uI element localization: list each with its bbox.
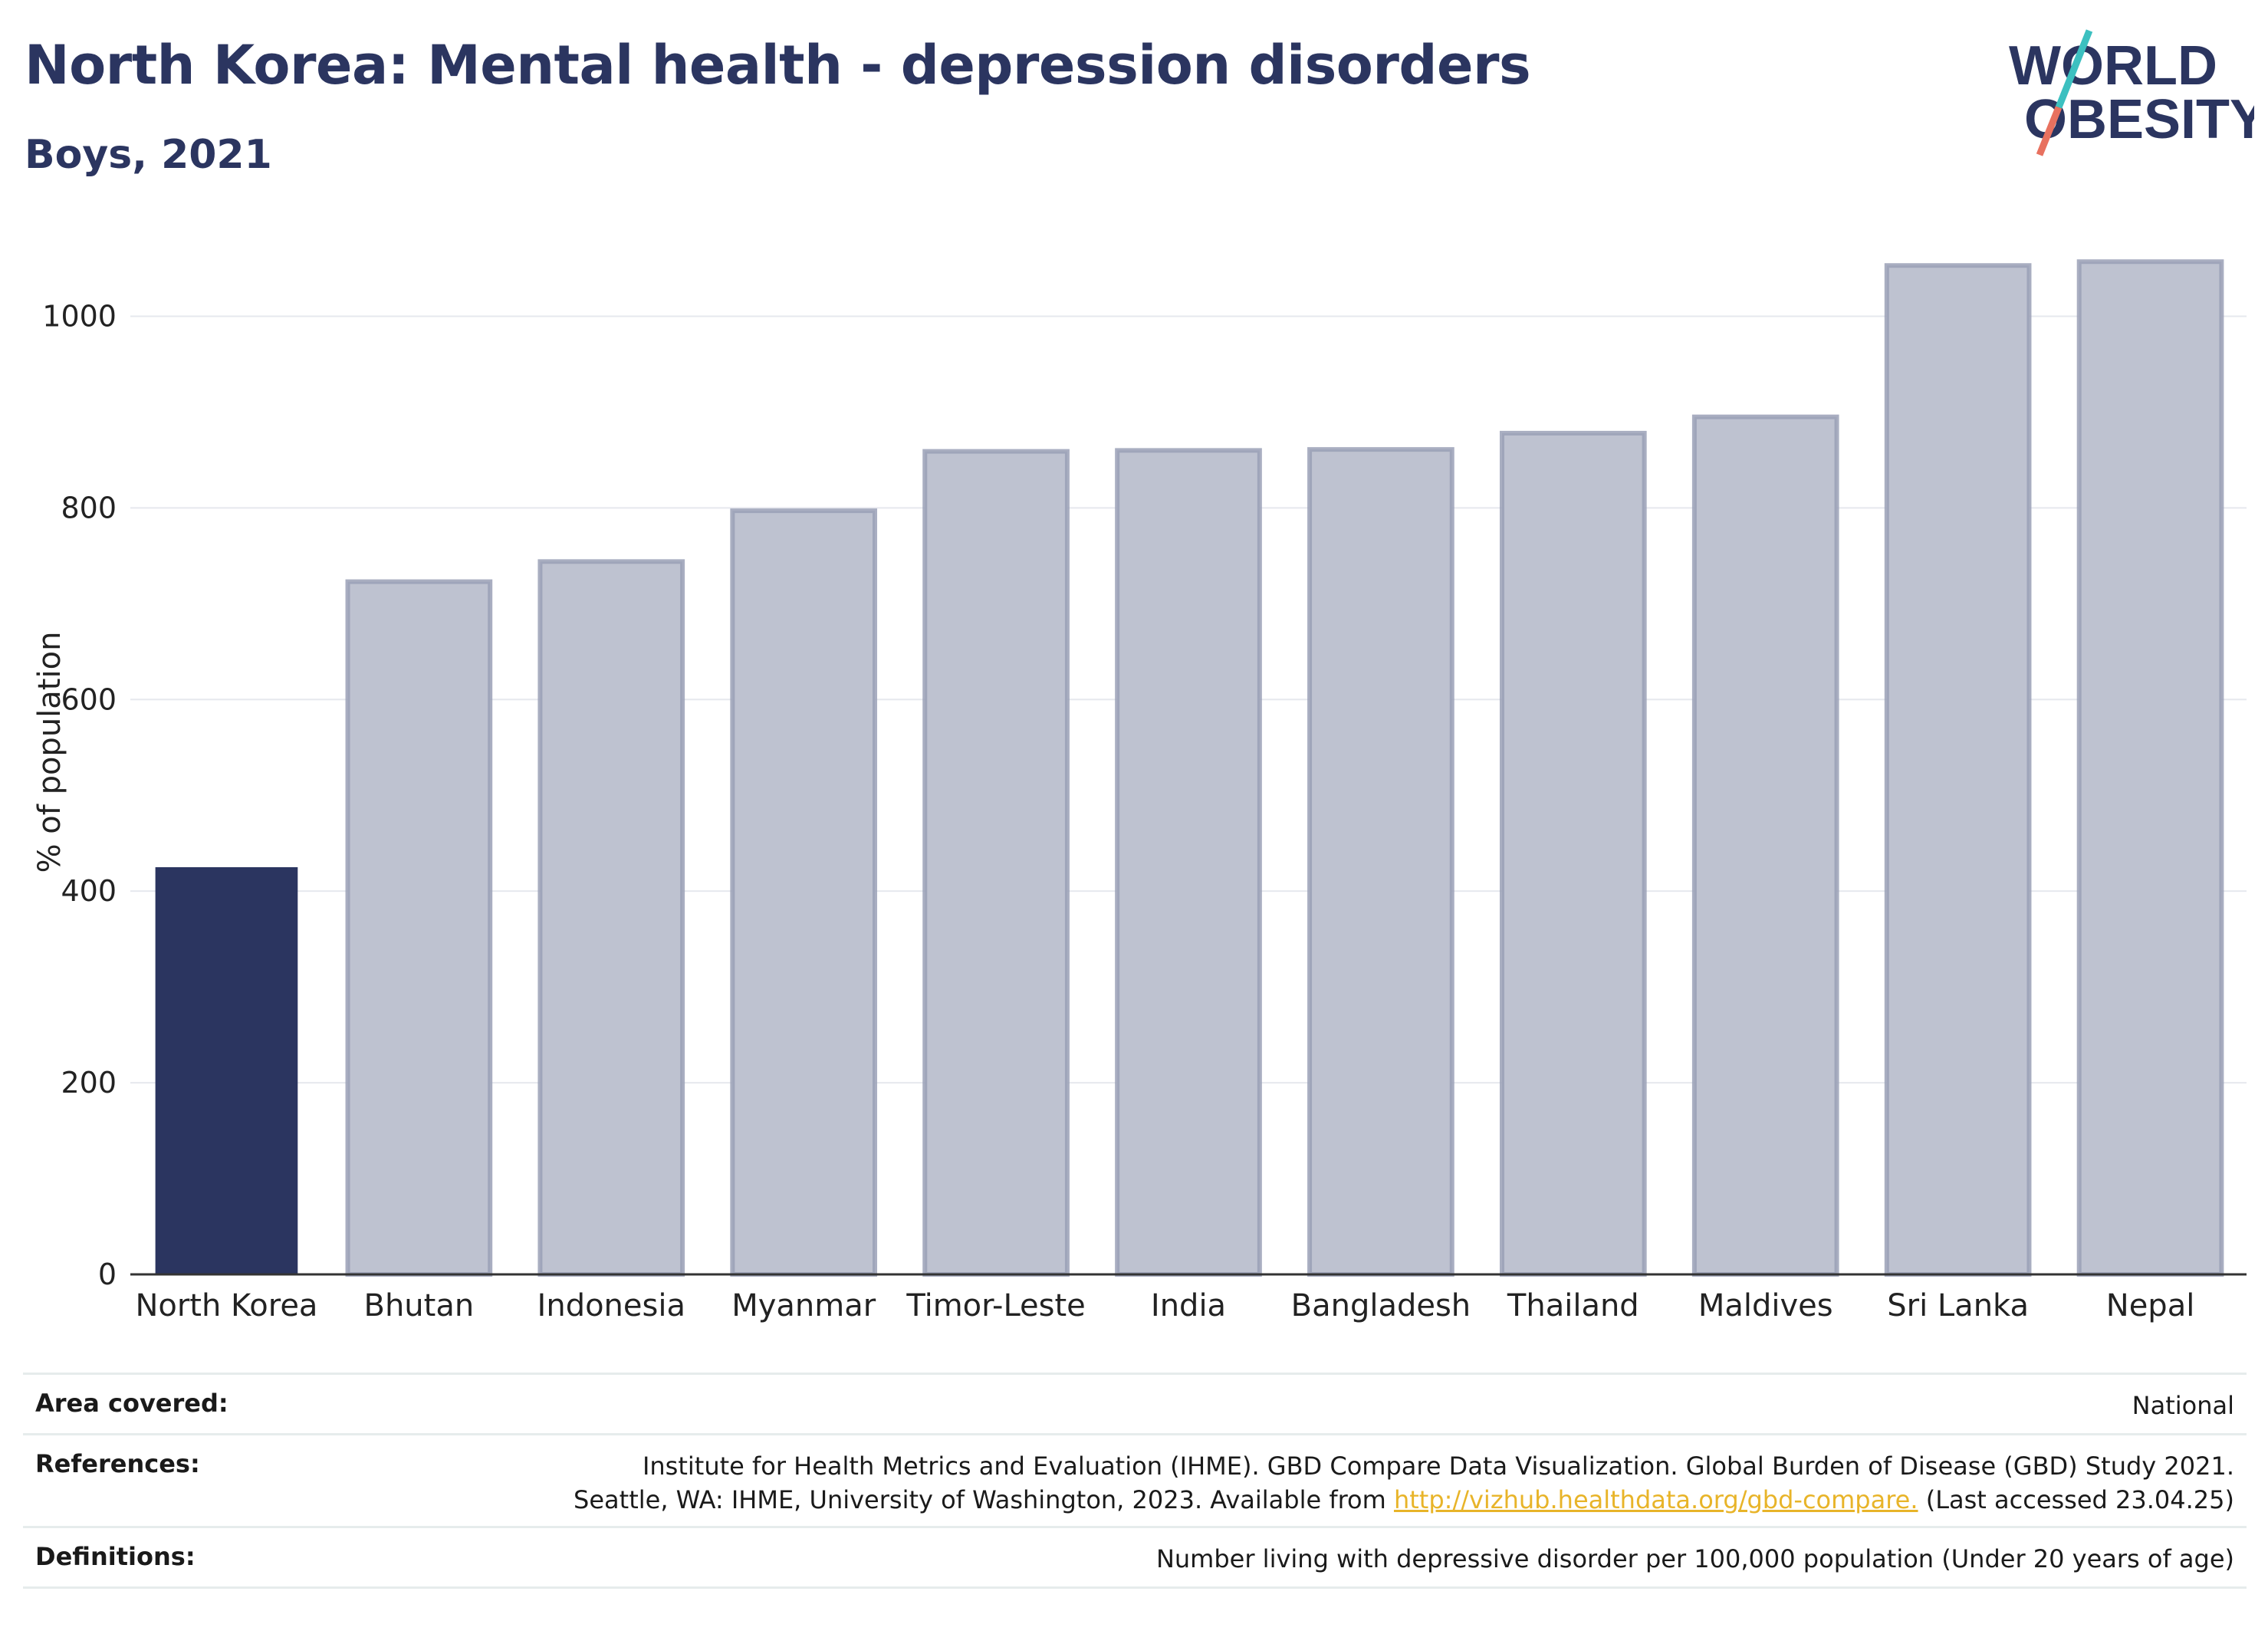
x-tick-label: Maldives: [1698, 1288, 1833, 1323]
bar: [1115, 448, 1262, 1277]
footer-row-area: Area covered: National: [23, 1373, 2247, 1433]
bar: [1884, 263, 2032, 1277]
x-tick-label: Thailand: [1507, 1288, 1639, 1323]
y-tick-label: 200: [61, 1066, 117, 1100]
x-tick-label: North Korea: [135, 1288, 317, 1323]
x-tick-label: Sri Lanka: [1887, 1288, 2029, 1323]
references-label: References:: [35, 1449, 200, 1478]
definitions-label: Definitions:: [35, 1542, 196, 1571]
x-tick-label: Timor-Leste: [906, 1288, 1085, 1323]
bar: [1307, 447, 1454, 1277]
footer-row-definitions: Definitions: Number living with depressi…: [23, 1526, 2247, 1589]
logo-line1: WORLD: [2009, 35, 2217, 97]
x-tick-label: India: [1151, 1288, 1226, 1323]
bar: [537, 559, 685, 1277]
chart-title: North Korea: Mental health - depression …: [25, 34, 1531, 97]
references-line2-pre: Seattle, WA: IHME, University of Washing…: [574, 1485, 1394, 1514]
y-axis-label: % of population: [32, 632, 67, 873]
bar: [155, 866, 298, 1274]
area-covered-label: Area covered:: [35, 1389, 228, 1418]
y-tick-label: 600: [61, 682, 117, 716]
references-link[interactable]: http://vizhub.healthdata.org/gbd-compare…: [1393, 1485, 1918, 1514]
logo-stroke-coral: [2036, 106, 2063, 156]
bar: [922, 449, 1070, 1277]
footer-row-references: References: Institute for Health Metrics…: [23, 1433, 2247, 1526]
x-tick-label: Nepal: [2106, 1288, 2195, 1323]
chart-footer: Area covered: National References: Insti…: [23, 1373, 2247, 1589]
y-tick-label: 400: [61, 874, 117, 908]
y-tick-label: 1000: [42, 299, 117, 333]
definitions-value: Number living with depressive disorder p…: [1155, 1544, 2234, 1573]
logo-stroke-teal: [2055, 29, 2093, 109]
bar: [730, 508, 878, 1277]
x-tick-label: Myanmar: [731, 1288, 876, 1323]
x-tick-label: Bangladesh: [1291, 1288, 1471, 1323]
references-value: Institute for Health Metrics and Evaluat…: [574, 1449, 2247, 1517]
chart-subtitle: Boys, 2021: [25, 132, 272, 178]
y-tick-label: 800: [61, 491, 117, 524]
bar: [1691, 414, 1839, 1277]
bar-chart: 0 200 400 600 800 1000 % of population North Ko…: [32, 259, 2247, 1323]
area-covered-value: National: [2132, 1391, 2234, 1420]
bar: [1499, 430, 1647, 1277]
world-obesity-logo: WORLD OBESITY: [2009, 29, 2254, 156]
references-line1: Institute for Health Metrics and Evaluat…: [642, 1452, 2234, 1481]
bar: [345, 579, 493, 1277]
references-line2-post: (Last accessed 23.04.25): [1918, 1485, 2234, 1514]
x-tick-label: Indonesia: [537, 1288, 685, 1323]
y-tick-label: 0: [98, 1258, 117, 1291]
bar: [2076, 259, 2224, 1277]
x-tick-label: Bhutan: [364, 1288, 475, 1323]
references-line2: Seattle, WA: IHME, University of Washing…: [574, 1483, 2234, 1517]
